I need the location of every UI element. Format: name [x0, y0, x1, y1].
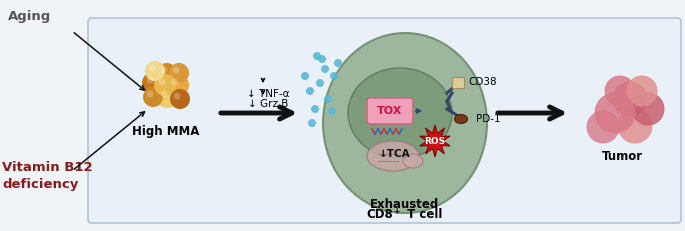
- Circle shape: [308, 119, 316, 127]
- Circle shape: [173, 67, 179, 73]
- Circle shape: [160, 91, 168, 97]
- Text: PD-1: PD-1: [476, 114, 501, 124]
- Circle shape: [306, 87, 314, 95]
- Circle shape: [311, 105, 319, 113]
- Circle shape: [158, 79, 166, 85]
- Ellipse shape: [367, 141, 419, 171]
- Text: ↓ Grz B: ↓ Grz B: [248, 99, 288, 109]
- Circle shape: [154, 74, 176, 96]
- Text: TOX: TOX: [377, 106, 403, 116]
- Circle shape: [324, 95, 332, 103]
- Circle shape: [149, 64, 155, 72]
- Circle shape: [301, 72, 309, 80]
- Text: Aging: Aging: [8, 10, 51, 23]
- Circle shape: [147, 76, 153, 83]
- Circle shape: [334, 59, 342, 67]
- Circle shape: [587, 111, 619, 143]
- Polygon shape: [420, 125, 450, 157]
- Circle shape: [316, 79, 324, 87]
- Circle shape: [169, 63, 189, 83]
- Ellipse shape: [323, 33, 487, 213]
- Circle shape: [613, 82, 647, 116]
- Circle shape: [143, 87, 163, 107]
- Circle shape: [145, 61, 165, 81]
- Text: +: +: [393, 207, 399, 216]
- Circle shape: [167, 74, 189, 96]
- Text: ROS: ROS: [425, 137, 445, 146]
- Circle shape: [605, 76, 635, 106]
- Circle shape: [170, 89, 190, 109]
- Circle shape: [595, 93, 635, 133]
- Text: CD38: CD38: [468, 77, 497, 87]
- Text: Tumor: Tumor: [601, 149, 643, 162]
- Circle shape: [627, 76, 657, 106]
- Circle shape: [171, 79, 179, 85]
- Circle shape: [313, 52, 321, 60]
- Circle shape: [156, 86, 178, 108]
- Circle shape: [142, 72, 164, 94]
- Text: CD8: CD8: [366, 209, 393, 222]
- Circle shape: [147, 91, 153, 97]
- Text: T cell: T cell: [403, 209, 443, 222]
- Ellipse shape: [455, 115, 467, 124]
- FancyBboxPatch shape: [367, 98, 413, 124]
- Circle shape: [321, 65, 329, 73]
- Text: Exhausted: Exhausted: [371, 198, 440, 210]
- FancyBboxPatch shape: [88, 18, 681, 223]
- Circle shape: [328, 107, 336, 115]
- Text: High MMA: High MMA: [132, 125, 200, 137]
- Circle shape: [157, 63, 177, 83]
- Ellipse shape: [348, 68, 452, 158]
- Circle shape: [160, 67, 168, 73]
- Circle shape: [330, 72, 338, 80]
- Circle shape: [618, 109, 652, 143]
- Text: ↓ TNF-α: ↓ TNF-α: [247, 89, 289, 99]
- Text: ↓TCA: ↓TCA: [379, 149, 411, 159]
- Circle shape: [632, 93, 664, 125]
- Circle shape: [318, 55, 326, 63]
- Circle shape: [173, 92, 181, 100]
- Ellipse shape: [403, 154, 423, 168]
- Text: Vitamin B12
deficiency: Vitamin B12 deficiency: [2, 161, 92, 191]
- FancyBboxPatch shape: [452, 77, 464, 88]
